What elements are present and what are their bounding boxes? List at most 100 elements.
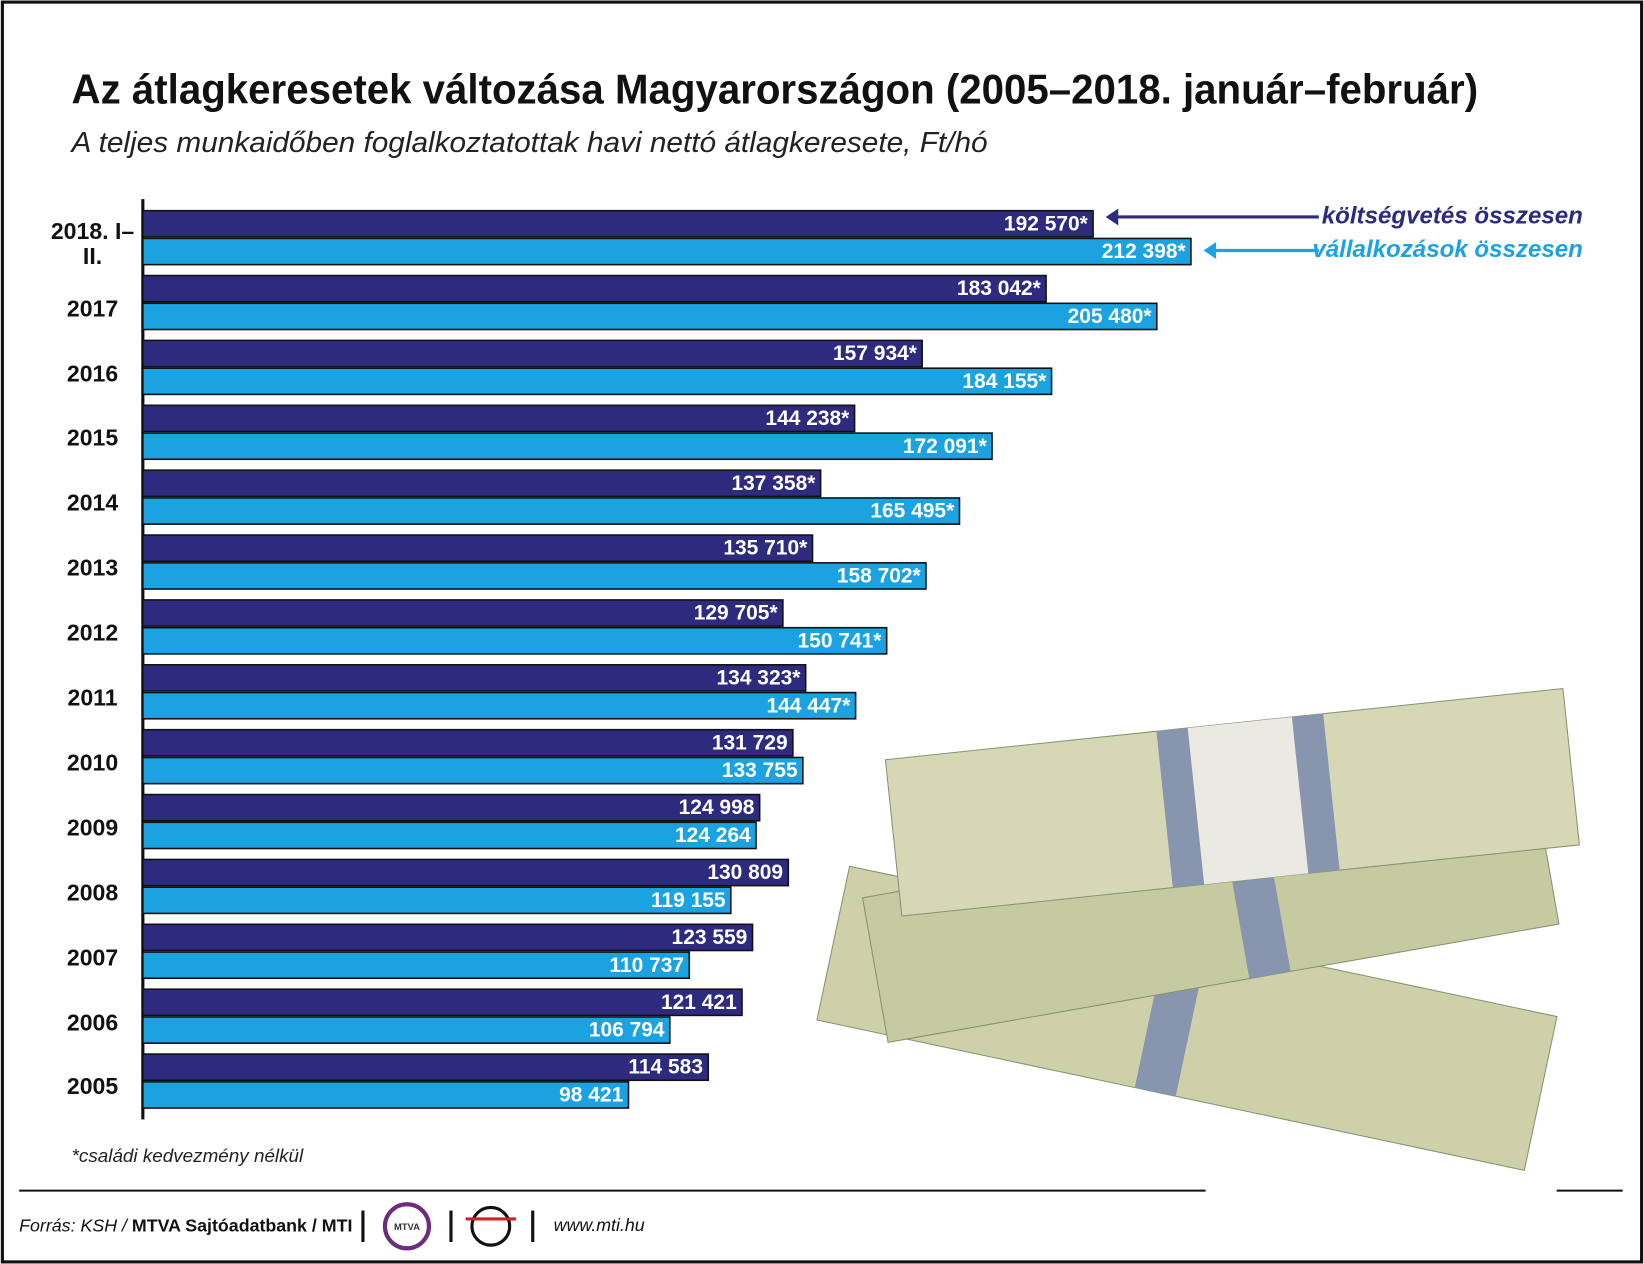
- value-label: 137 358*: [731, 472, 816, 495]
- category-label: 2005: [66, 1073, 119, 1100]
- bar: [142, 497, 961, 525]
- category-label: 2009: [66, 814, 119, 841]
- category-label: 2012: [66, 619, 119, 646]
- value-label: 98 421: [559, 1084, 623, 1107]
- category-label-box: 2017: [66, 295, 119, 322]
- value-label: 130 809: [707, 861, 783, 884]
- category-label: 2018. I–II.: [50, 217, 135, 265]
- category-label-box: 2016: [66, 360, 119, 387]
- bar: [142, 237, 1192, 266]
- bar: [142, 821, 757, 850]
- value-label: 150 741*: [798, 629, 883, 652]
- value-label: 158 702*: [837, 565, 922, 588]
- legend-arrowhead: [1105, 208, 1119, 226]
- bar: [142, 858, 790, 887]
- category-label: 2006: [66, 1008, 119, 1036]
- category-label: 2011: [67, 684, 118, 711]
- category-label: 2010: [66, 749, 119, 776]
- category-label: 2013: [66, 554, 119, 581]
- value-label: 134 323*: [717, 666, 802, 689]
- value-label: 212 398*: [1102, 240, 1187, 263]
- value-label: 165 495*: [870, 500, 955, 523]
- category-label-box: 2005: [66, 1073, 119, 1100]
- category-label-box: 2008: [66, 879, 119, 906]
- value-label: 184 155*: [962, 370, 1047, 393]
- value-label: 119 155: [651, 889, 726, 912]
- value-label: 144 238*: [765, 407, 850, 430]
- category-label-box: 2010: [66, 749, 119, 776]
- bar: [142, 1081, 630, 1109]
- category-label-box: 2006: [66, 1008, 119, 1036]
- bar: [142, 534, 814, 563]
- url: www.mti.hu: [554, 1215, 645, 1235]
- value-label: 172 091*: [903, 435, 988, 458]
- legend-arrowhead: [1203, 242, 1217, 259]
- source-text: Forrás: KSH /: [19, 1215, 129, 1235]
- bar: [142, 562, 927, 590]
- chart-subtitle: A teljes munkaidőben foglalkoztatottak h…: [69, 126, 987, 158]
- value-label: 157 934*: [833, 342, 918, 365]
- bar: [142, 626, 888, 655]
- category-label: 2008: [66, 879, 119, 906]
- chart-title: Az átlagkeresetek változása Magyarország…: [72, 65, 1479, 112]
- category-label-box: 2015: [66, 424, 119, 452]
- money-illustration: [816, 687, 1580, 1171]
- bar: [142, 469, 822, 498]
- bar: [142, 988, 743, 1017]
- bar: [142, 274, 1047, 303]
- category-label: 2015: [66, 424, 119, 452]
- category-label: 2007: [66, 943, 119, 971]
- value-label: 183 042*: [957, 277, 1042, 300]
- source: Forrás: KSH / MTVA Sajtóadatbank / MTI: [19, 1215, 352, 1235]
- value-label: 123 559: [672, 926, 748, 949]
- bar: [142, 302, 1158, 331]
- category-label-box: 2007: [66, 943, 119, 971]
- category-label: 2016: [66, 360, 119, 387]
- value-label: 205 480*: [1068, 305, 1153, 328]
- bar: [142, 432, 993, 461]
- legend-label: költségvetés összesen: [1322, 202, 1583, 229]
- bar: [142, 1053, 710, 1082]
- bar: [142, 793, 761, 822]
- bar: [142, 951, 691, 980]
- bar: [142, 756, 804, 785]
- value-label: 124 998: [679, 796, 755, 819]
- footnote: *családi kedvezmény nélkül: [72, 1145, 304, 1166]
- value-label: 110 737: [609, 954, 684, 977]
- bar: [142, 599, 784, 627]
- value-label: 131 729: [712, 731, 788, 754]
- logo-text: MTVA: [394, 1221, 420, 1232]
- bar: [142, 367, 1053, 396]
- bar: [142, 209, 1094, 238]
- bar: [142, 1016, 671, 1044]
- category-label-box: 2018. I–II.: [50, 217, 135, 265]
- source-bold: MTVA Sajtóadatbank / MTI: [132, 1215, 352, 1235]
- category-label-box: 2009: [66, 814, 119, 841]
- bar: [142, 339, 923, 368]
- bar: [142, 923, 754, 952]
- value-label: 144 447*: [766, 694, 851, 717]
- category-label: 2017: [66, 295, 119, 322]
- bar: [142, 728, 794, 757]
- value-label: 129 705*: [694, 602, 779, 625]
- bar: [142, 404, 856, 433]
- category-label-box: 2011: [67, 684, 118, 711]
- category-label: 2014: [66, 489, 119, 517]
- value-label: 106 794: [589, 1019, 665, 1042]
- legend-label: vállalkozások összesen: [1312, 236, 1583, 263]
- value-label: 121 421: [661, 991, 737, 1014]
- category-label-box: 2014: [66, 489, 119, 517]
- bar: [142, 691, 857, 720]
- bar: [142, 886, 732, 915]
- value-label: 133 755: [722, 759, 798, 782]
- category-label-box: 2013: [66, 554, 119, 581]
- value-label: 192 570*: [1004, 212, 1089, 235]
- logo-mtva: [382, 1202, 432, 1251]
- value-label: 124 264: [675, 824, 751, 847]
- category-label-box: 2012: [66, 619, 119, 646]
- value-label: 114 583: [628, 1056, 703, 1079]
- logo-mti: [470, 1205, 512, 1247]
- value-label: 135 710*: [723, 537, 808, 560]
